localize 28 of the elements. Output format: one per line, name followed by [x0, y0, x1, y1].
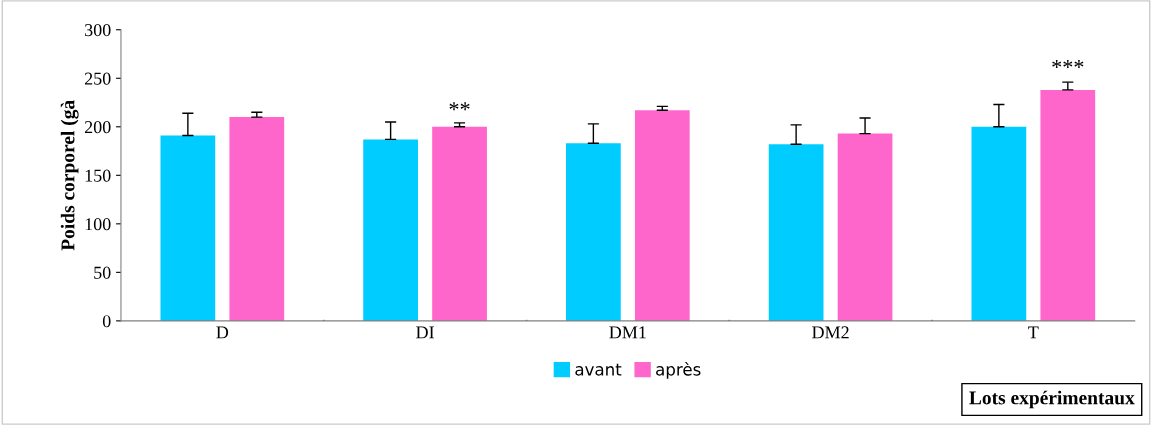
- x-tick-label: D: [216, 326, 229, 339]
- y-tick-label: 50: [94, 266, 111, 279]
- y-tick-label: 200: [84, 121, 111, 134]
- bar: [837, 133, 893, 321]
- bar: [971, 126, 1027, 321]
- y-tick-label: 250: [84, 72, 111, 85]
- legend-label: avant: [575, 363, 622, 376]
- bar: [363, 139, 418, 321]
- y-tick-label: 150: [85, 169, 111, 182]
- x-axis-title: Lots expérimentaux: [969, 390, 1135, 409]
- bar: [160, 135, 216, 321]
- y-tick-label: 0: [102, 315, 111, 328]
- x-tick-label: T: [1028, 326, 1039, 339]
- bar: [1040, 89, 1096, 321]
- legend-label: après: [656, 362, 701, 379]
- bar: [566, 143, 621, 321]
- x-tick-label: DI: [416, 326, 434, 339]
- annotation: **: [449, 102, 470, 111]
- bar: [634, 110, 690, 321]
- bar: [432, 126, 487, 321]
- bar: [768, 144, 824, 321]
- y-tick-label: 300: [85, 24, 111, 37]
- annotation: ***: [1052, 59, 1084, 69]
- x-tick-label: DM2: [812, 326, 849, 339]
- x-tick-label: DM1: [609, 326, 646, 339]
- y-tick-label: 100: [85, 218, 111, 231]
- y-axis-title: Poids corporel (gà: [60, 100, 79, 251]
- bar: [229, 117, 285, 321]
